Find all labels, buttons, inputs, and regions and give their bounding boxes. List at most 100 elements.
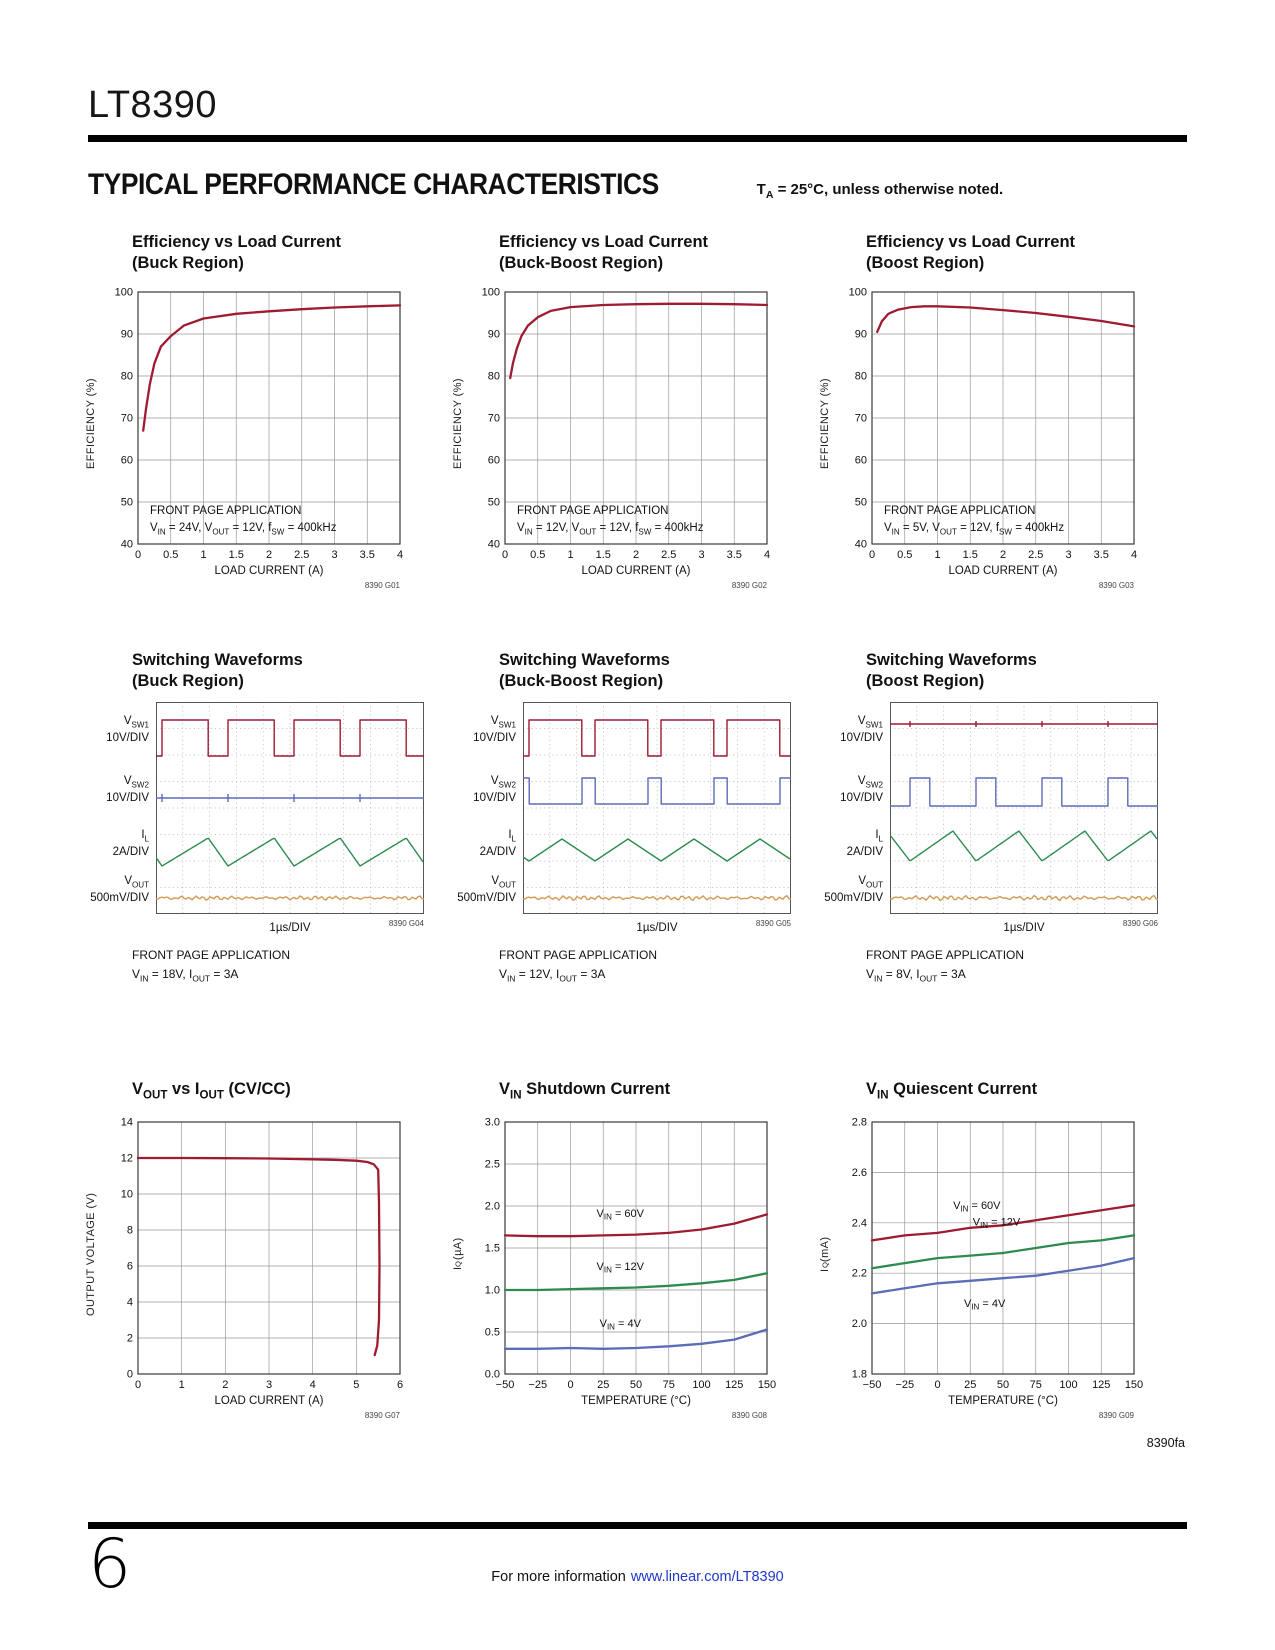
y-axis-label: OUTPUT VOLTAGE (V)	[85, 1191, 97, 1316]
plot-svg: 0 0.5 1 1.5 2 2.5 3 3.5 4 40 50 60 70 80 90 100	[849, 287, 1137, 562]
waveform-plot	[890, 702, 1158, 915]
svg-text:−50: −50	[496, 1379, 515, 1391]
svg-text:3.5: 3.5	[727, 549, 742, 561]
svg-text:50: 50	[488, 497, 500, 509]
svg-text:1: 1	[934, 549, 940, 561]
plot-annotation: FRONT PAGE APPLICATION VIN = 24V, VOUT =…	[150, 504, 337, 537]
plot-area: −50 −25 0 25 50 75 100 125 150 0.0 0.5 1.0 1.5 2.0 2.5…	[467, 1114, 777, 1394]
svg-text:40: 40	[855, 539, 867, 551]
svg-text:2.4: 2.4	[852, 1217, 867, 1229]
svg-text:40: 40	[121, 539, 133, 551]
svg-text:2.6: 2.6	[852, 1166, 867, 1178]
svg-text:0: 0	[567, 1379, 573, 1391]
chart-title: Switching Waveforms (Buck Region)	[132, 651, 303, 691]
section-title: TYPICAL PERFORMANCE CHARACTERISTICS	[88, 168, 659, 201]
svg-text:50: 50	[630, 1379, 642, 1391]
svg-text:1.8: 1.8	[852, 1368, 867, 1380]
svg-text:100: 100	[1059, 1379, 1077, 1391]
svg-text:90: 90	[855, 329, 867, 341]
svg-text:0.0: 0.0	[485, 1368, 500, 1380]
svg-text:0.5: 0.5	[163, 549, 178, 561]
svg-text:75: 75	[663, 1379, 675, 1391]
chart-title: Efficiency vs Load Current (Buck-Boost R…	[499, 233, 709, 273]
svg-text:0: 0	[869, 549, 875, 561]
waveform-plot	[523, 702, 791, 915]
channel-label-vout: VOUT 500mV/DIV	[457, 875, 516, 904]
chart-id: 8390 G03	[1098, 581, 1134, 591]
chart-id: 8390 G02	[731, 581, 767, 591]
svg-text:150: 150	[758, 1379, 776, 1391]
svg-text:0.5: 0.5	[897, 549, 912, 561]
chart-id: 8390 G05	[755, 919, 791, 929]
footer-rule	[88, 1521, 1187, 1529]
chart-title: Switching Waveforms (Buck-Boost Region)	[499, 651, 670, 691]
svg-text:4: 4	[764, 549, 770, 561]
svg-text:3: 3	[266, 1379, 272, 1391]
svg-text:VIN = 60V: VIN = 60V	[597, 1207, 645, 1221]
svg-text:3: 3	[698, 549, 704, 561]
svg-text:2: 2	[633, 549, 639, 561]
channel-label-il: IL 2A/DIV	[112, 829, 149, 858]
svg-text:0: 0	[135, 1379, 141, 1391]
channel-label-vsw1: VSW1 10V/DIV	[473, 715, 516, 744]
svg-text:1: 1	[567, 549, 573, 561]
chart-title: Efficiency vs Load Current (Buck Region)	[132, 233, 342, 273]
svg-text:2.5: 2.5	[661, 549, 676, 561]
plot-area: 0 0.5 1 1.5 2 2.5 3 3.5 4 40 50 60 70 80 90 100 FRONT P…	[467, 284, 777, 564]
efficiency-plot: 0 0.5 1 1.5 2 2.5 3 3.5 4 40 50 60 70 80 90 100	[467, 284, 777, 564]
svg-text:2.0: 2.0	[852, 1318, 867, 1330]
svg-text:70: 70	[855, 413, 867, 425]
svg-text:75: 75	[1030, 1379, 1042, 1391]
svg-text:2: 2	[1000, 549, 1006, 561]
svg-text:3.5: 3.5	[1094, 549, 1109, 561]
scope-svg	[523, 702, 791, 915]
chart-vout-vs-iout: VOUT vs IOUT (CV/CC) OUTPUT VOLTAGE (V) …	[82, 1079, 447, 1419]
chart-efficiency-buck: Efficiency vs Load Current (Buck Region)…	[82, 232, 447, 590]
plot-svg: −50 −25 0 25 50 75 100 125 150 0.0 0.5 1.0 1.5 2.0 2.5…	[485, 1116, 776, 1391]
scope-channel-labels: VSW1 10V/DIV VSW2 10V/DIV IL 2A/DIV VOUT…	[816, 702, 890, 914]
svg-text:2.8: 2.8	[852, 1116, 867, 1128]
scope-channel-labels: VSW1 10V/DIV VSW2 10V/DIV IL 2A/DIV VOUT…	[449, 702, 523, 914]
plot-svg: −50 −25 0 25 50 75 100 125 150 1.8 2.0 2.2 2.4 2.6 2.8…	[852, 1116, 1143, 1391]
efficiency-plot: 0 0.5 1 1.5 2 2.5 3 3.5 4 40 50 60 70 80 90 100	[834, 284, 1144, 564]
svg-text:80: 80	[855, 371, 867, 383]
svg-text:3: 3	[1065, 549, 1071, 561]
svg-text:−25: −25	[528, 1379, 547, 1391]
channel-label-vsw2: VSW2 10V/DIV	[840, 775, 883, 804]
svg-text:100: 100	[115, 287, 133, 299]
svg-text:50: 50	[997, 1379, 1009, 1391]
svg-text:60: 60	[855, 455, 867, 467]
chart-title: VOUT vs IOUT (CV/CC)	[132, 1080, 291, 1102]
shutdown-current-plot: −50 −25 0 25 50 75 100 125 150 0.0 0.5 1.0 1.5 2.0 2.5…	[467, 1114, 777, 1394]
plot-annotation: FRONT PAGE APPLICATION VIN = 12V, VOUT =…	[517, 504, 704, 537]
svg-text:50: 50	[121, 497, 133, 509]
chart-efficiency-boost: Efficiency vs Load Current (Boost Region…	[816, 232, 1181, 590]
section-heading-row: TYPICAL PERFORMANCE CHARACTERISTICS TA =…	[88, 168, 1187, 202]
svg-text:VIN = 60V: VIN = 60V	[953, 1199, 1001, 1213]
svg-text:−25: −25	[895, 1379, 914, 1391]
svg-text:2: 2	[266, 549, 272, 561]
x-axis-label: LOAD CURRENT (A)	[948, 565, 1058, 578]
svg-text:5: 5	[353, 1379, 359, 1391]
plot-annotation: FRONT PAGE APPLICATION VIN = 5V, VOUT = …	[884, 504, 1065, 537]
footer-link[interactable]: www.linear.com/LT8390	[630, 1568, 784, 1585]
svg-text:1.5: 1.5	[963, 549, 978, 561]
x-axis-label: TEMPERATURE (°C)	[581, 1394, 691, 1407]
plot-area: 0 0.5 1 1.5 2 2.5 3 3.5 4 40 50 60 70 80 90 100 FRONT P…	[100, 284, 410, 564]
chart-title: VIN Quiescent Current	[866, 1080, 1038, 1102]
svg-text:25: 25	[964, 1379, 976, 1391]
part-number: LT8390	[88, 84, 218, 126]
chart-title: VIN Shutdown Current	[499, 1080, 671, 1102]
svg-text:−50: −50	[863, 1379, 882, 1391]
chart-waveforms-boost: Switching Waveforms (Boost Region) VSW1 …	[816, 650, 1181, 1019]
svg-text:4: 4	[127, 1296, 133, 1308]
svg-text:70: 70	[488, 413, 500, 425]
y-axis-label: EFFICIENCY (%)	[85, 378, 97, 470]
svg-text:90: 90	[121, 329, 133, 341]
svg-text:1.0: 1.0	[485, 1284, 500, 1296]
svg-text:2: 2	[127, 1332, 133, 1344]
svg-text:70: 70	[121, 413, 133, 425]
